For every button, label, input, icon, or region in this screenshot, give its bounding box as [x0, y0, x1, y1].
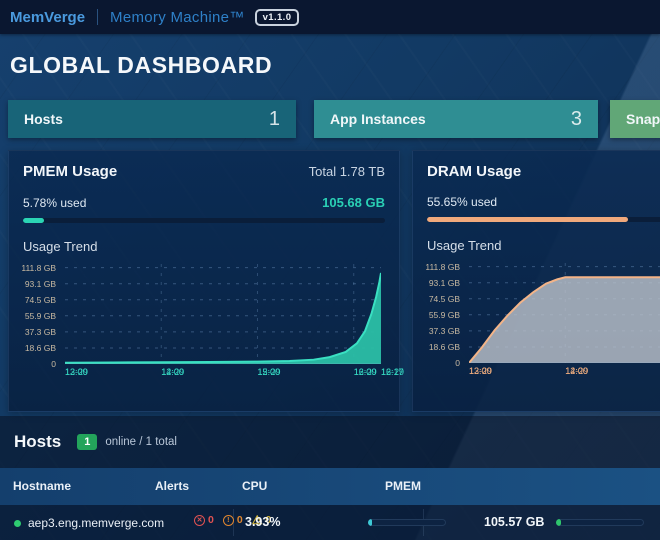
hosts-section-title: Hosts [14, 432, 62, 451]
brand-divider [97, 9, 99, 25]
hosts-card-label: Hosts [24, 111, 63, 127]
pmem-chart-x-axis: 13:00 12-29 14:00 12-29 15:00 12-29 16:00 12-29… [65, 367, 405, 377]
dram-panel-title: DRAM Usage [427, 163, 522, 180]
pmem-usage-value: 105.57 GB [484, 515, 545, 529]
pmem-used-percent: 5.78% used [23, 196, 87, 210]
error-alert: ! 0 [222, 514, 243, 526]
y-axis-tick-label: 0 [51, 359, 56, 369]
pmem-usage-bar-fill [23, 218, 44, 223]
table-row[interactable]: aep3.eng.memverge.com ✕ 0 ! 0 ⚠ 0 3.93% … [0, 505, 660, 540]
dram-chart-plot-area [469, 263, 660, 363]
host-online-status-dot [14, 520, 21, 527]
pmem-usage-mini-bar [556, 519, 644, 526]
y-axis-tick-label: 111.8 GB [21, 262, 56, 273]
alerts-cell: ✕ 0 ! 0 ⚠ 0 [194, 514, 271, 526]
warning-alert-count: 0 [265, 514, 272, 526]
app-instances-summary-card[interactable]: App Instances 3 [314, 100, 598, 138]
warning-alert: ⚠ 0 [252, 514, 272, 526]
critical-circle-x-icon: ✕ [194, 514, 205, 526]
hosts-card-count: 1 [268, 107, 280, 130]
top-bar: MemVerge Memory Machine™ v1.1.0 [0, 0, 660, 34]
error-circle-exclamation-icon: ! [222, 514, 234, 526]
y-axis-tick-label: 55.9 GB [24, 310, 56, 321]
pmem-chart-y-axis: 111.8 GB 93.1 GB 74.5 GB 55.9 GB 37.3 GB 18.6… [21, 262, 61, 369]
y-axis-tick-label: 37.3 GB [428, 325, 460, 336]
hostname-link[interactable]: aep3.eng.memverge.com [28, 516, 165, 530]
page-title: GLOBAL DASHBOARD [10, 52, 273, 78]
y-axis-tick-label: 18.6 GB [24, 342, 56, 353]
app-instances-card-label: App Instances [330, 111, 426, 127]
pmem-used-value: 105.68 GB [322, 195, 385, 210]
critical-alert: ✕ 0 [194, 514, 214, 526]
y-axis-tick-label: 18.6 GB [428, 341, 460, 352]
pmem-usage-mini-bar-fill [556, 519, 562, 526]
y-axis-tick-label: 0 [455, 358, 460, 368]
snapshots-card-label: Snap [626, 111, 660, 127]
error-alert-count: 0 [236, 514, 243, 526]
app-instances-card-count: 3 [570, 107, 582, 130]
hosts-table-header: Hostname Alerts CPU PMEM [0, 468, 660, 505]
dram-used-percent: 55.65% used [427, 195, 498, 209]
dram-usage-panel: DRAM Usage 55.65% used Usage Trend 111.8… [412, 150, 660, 412]
cpu-usage-value: 3.93% [245, 515, 281, 529]
pmem-chart-plot-area [65, 264, 381, 364]
column-header-pmem[interactable]: PMEM [385, 479, 421, 493]
column-header-cpu[interactable]: CPU [242, 479, 268, 493]
column-header-hostname[interactable]: Hostname [13, 479, 72, 493]
cpu-usage-mini-bar [368, 519, 446, 526]
y-axis-tick-label: 111.8 GB [425, 261, 460, 272]
pmem-usage-bar [23, 218, 385, 223]
version-badge: v1.1.0 [254, 8, 300, 26]
hosts-summary-card[interactable]: Hosts 1 [8, 100, 296, 138]
y-axis-tick-label: 74.5 GB [428, 293, 460, 304]
product-name: Memory Machine™ [110, 8, 245, 26]
dram-chart-y-axis: 111.8 GB 93.1 GB 74.5 GB 55.9 GB 37.3 GB 18.6… [425, 261, 465, 368]
hosts-section-header: Hosts 1 online / 1 total [0, 416, 660, 468]
snapshots-summary-card[interactable]: Snap [610, 100, 660, 138]
pmem-panel-title: PMEM Usage [23, 163, 118, 180]
cpu-usage-mini-bar-fill [368, 519, 372, 526]
dram-usage-bar-fill [427, 217, 629, 222]
dram-trend-label: Usage Trend [427, 238, 502, 253]
brand-logo[interactable]: MemVerge [10, 8, 86, 26]
dram-usage-trend-chart: 111.8 GB 93.1 GB 74.5 GB 55.9 GB 37.3 GB 18.6… [425, 261, 660, 397]
y-axis-tick-label: 55.9 GB [428, 309, 460, 320]
column-header-alerts[interactable]: Alerts [155, 479, 190, 493]
y-axis-tick-label: 93.1 GB [24, 278, 56, 289]
warning-triangle-icon: ⚠ [251, 513, 263, 527]
pmem-usage-panel: PMEM Usage Total 1.78 TB 5.78% used 105.… [8, 150, 405, 412]
pmem-usage-trend-chart: 111.8 GB 93.1 GB 74.5 GB 55.9 GB 37.3 GB 18.6… [21, 262, 405, 398]
y-axis-tick-label: 93.1 GB [428, 277, 460, 288]
pmem-total-capacity: Total 1.78 TB [308, 164, 385, 179]
hosts-online-badge: 1 [77, 434, 98, 450]
critical-alert-count: 0 [208, 514, 214, 526]
dram-usage-bar [427, 217, 660, 222]
hosts-online-label: online / 1 total [105, 436, 177, 448]
y-axis-tick-label: 74.5 GB [24, 294, 56, 305]
pmem-trend-label: Usage Trend [23, 239, 98, 254]
y-axis-tick-label: 37.3 GB [24, 326, 56, 337]
